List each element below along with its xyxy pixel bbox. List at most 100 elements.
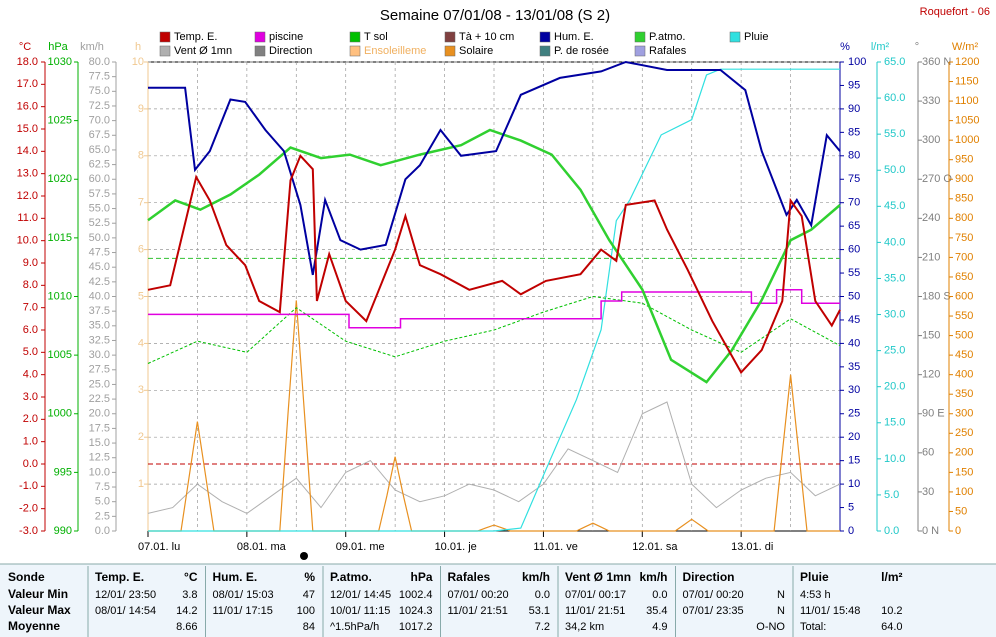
y-tick-label: 16.0 [17, 101, 38, 113]
y-tick-label: 270 O [922, 173, 952, 185]
y-tick-label: 30.0 [884, 308, 905, 320]
y-tick-label: 0 N [922, 525, 939, 537]
y-tick-label: 500 [955, 329, 973, 341]
y-tick-label: 37.5 [89, 305, 110, 317]
cell-value: 1002.4 [399, 589, 433, 601]
legend-label: P. de rosée [554, 45, 609, 57]
y-tick-label: 1150 [955, 75, 979, 87]
y-tick-label: 995 [54, 466, 72, 478]
cell-value: 14.2 [176, 605, 197, 617]
y-tick-label: 10 [848, 478, 860, 490]
y-tick-label: 57.5 [89, 188, 110, 200]
y-tick-label: 67.5 [89, 129, 110, 141]
y-tick-label: 1005 [48, 349, 72, 361]
cell-value: O-NO [756, 621, 785, 633]
y-tick-label: 11.0 [17, 212, 38, 224]
y-tick-label: 550 [955, 310, 973, 322]
y-tick-label: 80 [848, 150, 860, 162]
legend-swatch [349, 31, 361, 43]
y-tick-label: 15.0 [89, 437, 110, 449]
series-line [148, 60, 841, 276]
x-tick-label: 09.01. me [336, 541, 385, 553]
y-tick-label: 55 [848, 267, 860, 279]
y-tick-label: 8 [138, 150, 144, 162]
legend-swatch [254, 45, 266, 57]
legend-label: T sol [364, 31, 388, 43]
y-tick-label: 30 [922, 486, 934, 498]
y-tick-label: 1010 [48, 290, 72, 302]
y-tick-label: 350 [955, 388, 973, 400]
y-tick-label: 400 [955, 369, 973, 381]
x-tick-label: 12.01. sa [632, 541, 678, 553]
y-tick-label: 25.0 [89, 378, 110, 390]
column-unit: hPa [410, 570, 432, 584]
y-tick-label: 25 [848, 408, 860, 420]
y-tick-label: 20.0 [884, 381, 905, 393]
legend-swatch [634, 45, 646, 57]
legend-label: P.atmo. [649, 31, 686, 43]
y-tick-label: 950 [955, 154, 973, 166]
y-tick-label: 22.5 [89, 393, 110, 405]
column-title: P.atmo. [330, 570, 372, 584]
y-tick-label: 20.0 [89, 408, 110, 420]
axis-title: W/m² [952, 41, 979, 53]
cell-value: 35.4 [646, 605, 667, 617]
y-tick-label: 10.0 [884, 453, 905, 465]
y-tick-label: 8.0 [23, 279, 38, 291]
y-tick-label: 10 [132, 56, 144, 68]
cell-text: 07/01/ 00:20 [683, 589, 744, 601]
cell-text: 11/01/ 21:51 [565, 605, 625, 617]
y-tick-label: 35.0 [89, 320, 110, 332]
y-tick-label: 12.0 [17, 190, 38, 202]
stats-table [0, 564, 996, 637]
cell-text: 11/01/ 21:51 [448, 605, 508, 617]
y-tick-label: 15.0 [884, 417, 905, 429]
cell-value: 8.66 [176, 621, 197, 633]
y-tick-label: 0.0 [884, 525, 899, 537]
y-tick-label: 450 [955, 349, 973, 361]
y-tick-label: 17.0 [17, 78, 38, 90]
y-tick-label: 600 [955, 290, 973, 302]
time-marker [300, 552, 308, 560]
y-tick-label: 35 [848, 361, 860, 373]
y-tick-label: 60 [848, 244, 860, 256]
y-tick-label: 150 [955, 466, 973, 478]
y-tick-label: 45.0 [89, 261, 110, 273]
y-tick-label: 60.0 [884, 92, 905, 104]
cell-text: 10/01/ 11:15 [330, 605, 390, 617]
y-tick-label: 1100 [955, 95, 979, 107]
cell-text: 4:53 h [800, 589, 831, 601]
y-tick-label: 180 S [922, 290, 951, 302]
legend-swatch [254, 31, 266, 43]
y-tick-label: 120 [922, 369, 940, 381]
y-tick-label: 65.0 [89, 144, 110, 156]
cell-text: 34,2 km [565, 621, 604, 633]
y-tick-label: 9 [138, 103, 144, 115]
axis-title: km/h [80, 41, 104, 53]
y-tick-label: -1.0 [19, 480, 38, 492]
column-title: Hum. E. [213, 570, 258, 584]
y-tick-label: 18.0 [17, 56, 38, 68]
y-tick-label: 50 [848, 290, 860, 302]
x-tick-label: 08.01. ma [237, 541, 287, 553]
x-tick-label: 13.01. di [731, 541, 773, 553]
y-tick-label: 72.5 [89, 100, 110, 112]
legend-swatch [159, 31, 171, 43]
y-tick-label: 200 [955, 447, 973, 459]
y-tick-label: 5 [138, 290, 144, 302]
y-tick-label: 27.5 [89, 364, 110, 376]
y-tick-label: 5.0 [884, 489, 899, 501]
y-tick-label: 1030 [48, 56, 72, 68]
y-tick-label: 250 [955, 427, 973, 439]
cell-value: 4.9 [652, 621, 667, 633]
y-tick-label: 77.5 [89, 71, 110, 83]
y-tick-label: 40.0 [884, 236, 905, 248]
legend-label: Temp. E. [174, 31, 217, 43]
series-line [147, 401, 841, 514]
cell-value: N [777, 605, 785, 617]
y-tick-label: 1050 [955, 115, 979, 127]
y-tick-label: 2 [138, 431, 144, 443]
y-tick-label: 0.0 [95, 525, 110, 537]
y-tick-label: 6.0 [23, 324, 38, 336]
y-tick-label: 42.5 [89, 276, 110, 288]
